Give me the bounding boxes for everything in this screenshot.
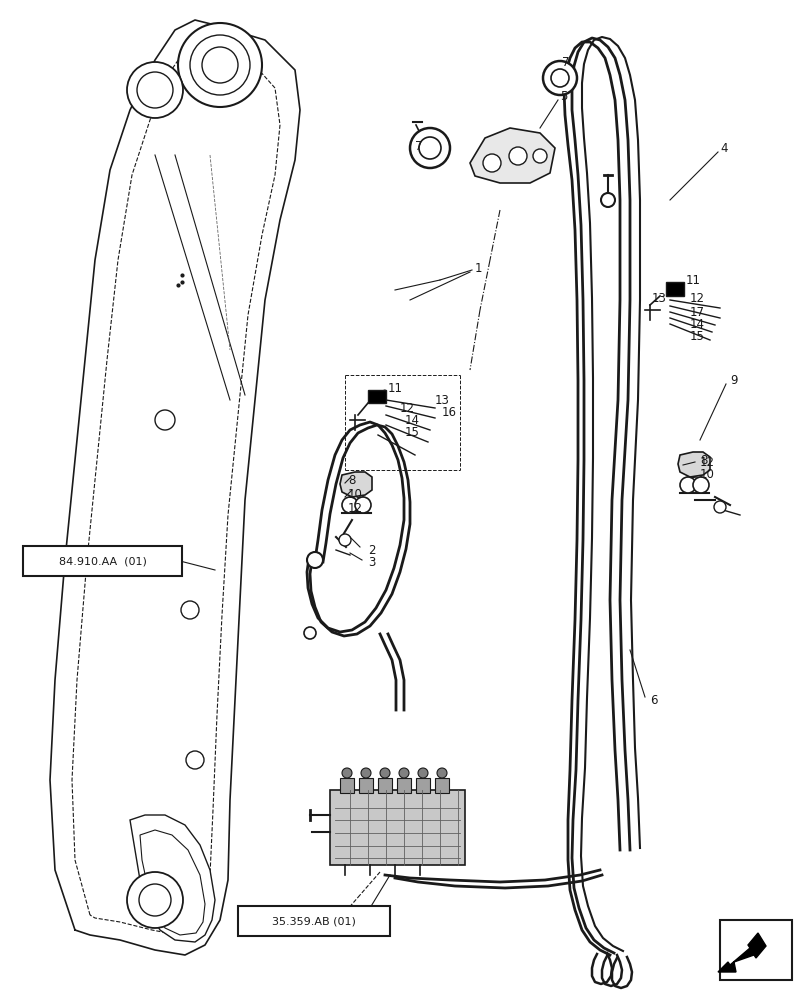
Text: 12: 12 [348, 502, 363, 514]
Circle shape [202, 47, 238, 83]
Circle shape [137, 72, 173, 108]
Circle shape [178, 23, 262, 107]
Bar [397, 778, 410, 793]
Circle shape [551, 69, 569, 87]
Text: 17: 17 [689, 306, 704, 318]
Text: 7: 7 [414, 140, 422, 153]
Text: 8: 8 [348, 474, 355, 487]
Text: 3: 3 [367, 556, 375, 570]
Polygon shape [130, 815, 215, 942]
Circle shape [418, 137, 440, 159]
Bar [367, 390, 385, 403]
Text: 9: 9 [729, 373, 736, 386]
Circle shape [303, 627, 315, 639]
Text: 12: 12 [699, 456, 714, 468]
Text: 12: 12 [689, 292, 704, 304]
Circle shape [410, 128, 449, 168]
Text: 2: 2 [367, 544, 375, 556]
Polygon shape [139, 830, 204, 935]
Circle shape [155, 410, 175, 430]
Circle shape [341, 768, 351, 778]
Text: 84.910.AA  (01): 84.910.AA (01) [59, 556, 147, 566]
Polygon shape [340, 472, 371, 497]
Circle shape [380, 768, 389, 778]
Polygon shape [677, 452, 709, 477]
FancyBboxPatch shape [23, 546, 182, 576]
Text: 16: 16 [441, 406, 457, 418]
Text: 12: 12 [400, 401, 414, 414]
Polygon shape [470, 128, 554, 183]
Circle shape [361, 768, 371, 778]
Bar [378, 778, 392, 793]
Circle shape [338, 534, 350, 546]
Circle shape [532, 149, 547, 163]
Bar [719, 920, 791, 980]
Circle shape [398, 768, 409, 778]
FancyBboxPatch shape [238, 906, 389, 936]
Text: 6: 6 [649, 694, 657, 706]
Circle shape [139, 884, 171, 916]
Text: 13: 13 [651, 292, 666, 304]
Circle shape [692, 477, 708, 493]
Text: 10: 10 [699, 468, 714, 482]
Circle shape [190, 35, 250, 95]
Bar [358, 778, 372, 793]
Circle shape [307, 552, 323, 568]
Bar [665, 282, 683, 296]
Circle shape [181, 601, 199, 619]
Polygon shape [717, 933, 765, 972]
Text: 14: 14 [689, 318, 704, 330]
Text: 5: 5 [560, 90, 567, 103]
Bar [340, 778, 354, 793]
Circle shape [483, 154, 500, 172]
Text: 7: 7 [561, 56, 569, 70]
Text: 15: 15 [689, 330, 704, 342]
Text: 4: 4 [719, 141, 727, 154]
Circle shape [600, 193, 614, 207]
Text: 15: 15 [405, 426, 419, 438]
Text: 10: 10 [348, 488, 363, 502]
Bar [415, 778, 430, 793]
Circle shape [679, 477, 695, 493]
Text: 1: 1 [474, 261, 482, 274]
Circle shape [341, 497, 358, 513]
Circle shape [354, 497, 371, 513]
Bar [435, 778, 448, 793]
Text: 11: 11 [685, 273, 700, 286]
Circle shape [508, 147, 526, 165]
Text: 14: 14 [405, 414, 419, 426]
Text: 13: 13 [435, 393, 449, 406]
Text: 11: 11 [388, 381, 402, 394]
Bar [329, 790, 465, 865]
Circle shape [127, 872, 182, 928]
Circle shape [186, 751, 204, 769]
Text: 8: 8 [699, 454, 706, 466]
Circle shape [127, 62, 182, 118]
Circle shape [543, 61, 577, 95]
Text: 35.359.AB (01): 35.359.AB (01) [272, 916, 355, 926]
Circle shape [436, 768, 446, 778]
Circle shape [418, 768, 427, 778]
Circle shape [713, 501, 725, 513]
